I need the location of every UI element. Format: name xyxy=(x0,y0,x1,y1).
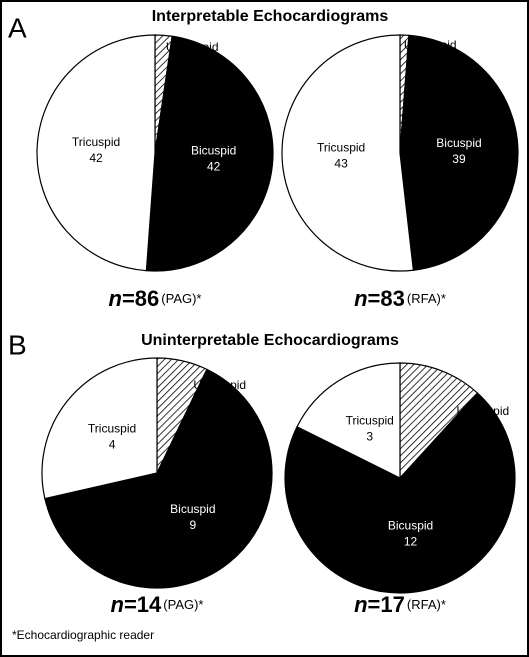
n-symbol: n xyxy=(108,286,121,311)
n-symbol: n xyxy=(354,592,367,617)
pie-slice xyxy=(145,35,274,272)
n-sign: = xyxy=(368,286,381,311)
slice-value: 9 xyxy=(190,518,197,532)
slice-value: 42 xyxy=(207,160,221,174)
slice-label: Bicuspid xyxy=(388,519,433,533)
n-sign: = xyxy=(122,286,135,311)
panel-letter: B xyxy=(8,329,27,360)
n-group: (RFA)* xyxy=(407,597,446,612)
slice-label: Tricuspid xyxy=(88,421,136,435)
slice-value: 12 xyxy=(404,535,418,549)
n-group: (PAG)* xyxy=(163,597,203,612)
n-value: 83 xyxy=(380,286,404,311)
pie-slice xyxy=(284,392,516,594)
pie-slice xyxy=(281,34,415,272)
slice-label: Tricuspid xyxy=(346,413,394,427)
slice-label: Bicuspid xyxy=(436,136,481,150)
n-caption: n=83 (RFA)* xyxy=(354,286,446,311)
panel-letter: A xyxy=(8,12,27,43)
slice-value: 3 xyxy=(366,429,373,443)
n-value: 86 xyxy=(135,286,159,311)
slice-value: 42 xyxy=(89,151,103,165)
n-symbol: n xyxy=(110,592,123,617)
slice-label: Bicuspid xyxy=(170,502,215,516)
n-caption: n=14 (PAG)* xyxy=(110,592,203,617)
pie-slice xyxy=(36,34,156,272)
slice-label: Bicuspid xyxy=(191,144,236,158)
pie-slice xyxy=(41,357,158,500)
n-caption: n=86 (PAG)* xyxy=(108,286,201,311)
slice-label: Tricuspid xyxy=(317,141,365,155)
pie-slice xyxy=(399,34,519,271)
n-value: 17 xyxy=(380,592,404,617)
pie-slice xyxy=(44,368,273,589)
n-caption: n=17 (RFA)* xyxy=(354,592,446,617)
n-sign: = xyxy=(124,592,137,617)
n-symbol: n xyxy=(354,286,367,311)
panel-title: Interpretable Echocardiograms xyxy=(152,8,389,25)
slice-value: 39 xyxy=(452,152,466,166)
slice-value: 43 xyxy=(334,157,348,171)
footnote: *Echocardiographic reader xyxy=(12,628,154,642)
pie-slice xyxy=(296,362,401,479)
slice-value: 4 xyxy=(109,437,116,451)
panel-title: Uninterpretable Echocardiograms xyxy=(141,332,399,349)
n-value: 14 xyxy=(137,592,162,617)
n-sign: = xyxy=(368,592,381,617)
n-group: (PAG)* xyxy=(161,291,201,306)
n-group: (RFA)* xyxy=(407,291,446,306)
pie-slice xyxy=(399,362,479,480)
slice-label: Tricuspid xyxy=(72,135,120,149)
